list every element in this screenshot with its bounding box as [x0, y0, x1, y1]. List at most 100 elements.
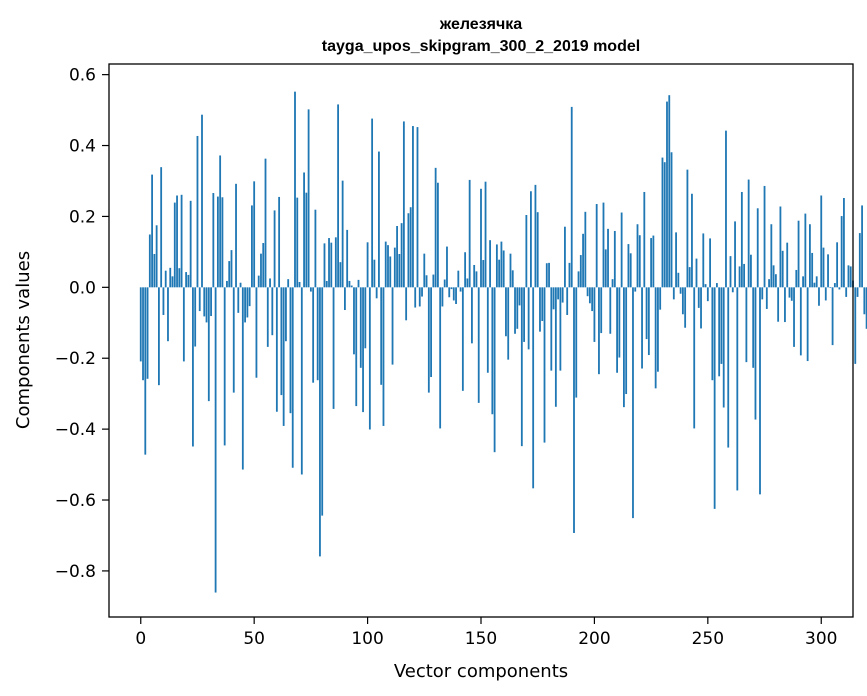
bar — [271, 287, 274, 336]
bar — [237, 287, 240, 313]
bar — [650, 238, 653, 288]
bar — [307, 109, 310, 288]
x-tick-label: 200 — [578, 629, 610, 649]
bar — [738, 266, 741, 288]
bar — [378, 151, 380, 288]
bar — [754, 287, 757, 420]
bar — [446, 246, 448, 288]
bar — [666, 101, 668, 288]
bar — [314, 209, 317, 288]
bar — [725, 130, 727, 288]
bar — [384, 241, 387, 288]
bar — [847, 265, 850, 288]
bar — [198, 287, 201, 312]
bar — [591, 287, 594, 312]
bar — [321, 287, 324, 516]
bar — [548, 262, 550, 288]
bar — [824, 287, 827, 301]
bar — [148, 234, 151, 288]
bar — [700, 287, 702, 329]
bar — [734, 221, 736, 288]
bar — [681, 287, 684, 315]
bar — [516, 287, 519, 329]
bar — [405, 287, 408, 321]
bar — [645, 287, 648, 340]
bar — [598, 287, 600, 375]
bar — [575, 287, 578, 398]
bar — [793, 287, 795, 347]
bar — [366, 242, 369, 288]
bar — [670, 152, 673, 288]
bar — [337, 104, 339, 288]
bar — [214, 287, 217, 593]
bar — [334, 237, 337, 288]
bar — [858, 233, 861, 288]
bar — [643, 191, 646, 288]
bar — [251, 205, 253, 288]
bar — [505, 287, 507, 337]
bar — [616, 287, 618, 373]
bar — [398, 254, 401, 288]
bar — [173, 202, 176, 288]
bar — [811, 252, 814, 288]
bar — [623, 287, 625, 408]
bar — [657, 287, 659, 372]
bar — [759, 287, 761, 495]
bar — [219, 155, 222, 288]
bar — [434, 167, 437, 288]
bar — [541, 287, 544, 322]
bar — [772, 265, 775, 288]
bar — [294, 91, 296, 288]
bar — [391, 287, 394, 365]
bar — [507, 287, 510, 360]
bar — [187, 274, 190, 288]
bar — [353, 287, 355, 355]
bar — [564, 226, 566, 288]
bar — [468, 179, 471, 288]
bar — [720, 287, 723, 364]
bar — [713, 287, 716, 509]
bar — [584, 211, 587, 288]
bar — [396, 226, 398, 288]
bar — [409, 207, 412, 288]
y-axis-ticks: −0.8 −0.6 −0.4 −0.2 0.0 0.2 0.4 0.6 — [55, 66, 109, 582]
bar — [303, 172, 305, 288]
bar — [638, 235, 641, 288]
bar — [455, 287, 457, 304]
bar — [774, 274, 777, 288]
bar — [373, 259, 376, 288]
bar — [466, 278, 469, 288]
bar — [421, 287, 423, 297]
bar — [182, 287, 185, 362]
bar — [820, 195, 823, 288]
bar — [784, 287, 786, 323]
bar — [205, 287, 208, 323]
bar — [192, 287, 194, 447]
bar — [339, 262, 342, 288]
bar — [264, 158, 267, 288]
bar — [471, 287, 473, 344]
bar — [155, 225, 158, 288]
bar — [711, 287, 714, 381]
bar — [341, 180, 344, 288]
bar — [232, 287, 235, 393]
bar — [241, 287, 244, 470]
bar — [743, 263, 746, 288]
bar — [362, 287, 364, 413]
bar — [831, 287, 834, 346]
bar — [325, 280, 328, 288]
y-tick-label: −0.8 — [55, 562, 96, 582]
bar — [482, 260, 485, 288]
bar — [779, 206, 782, 288]
bar — [289, 287, 292, 414]
y-tick-label: −0.6 — [55, 491, 96, 511]
bar — [818, 287, 820, 306]
bar — [346, 229, 349, 288]
bar — [248, 287, 251, 307]
bar — [382, 287, 385, 426]
bar — [178, 268, 181, 288]
bar — [625, 287, 628, 395]
bar — [189, 200, 192, 288]
bar — [441, 287, 444, 307]
bar — [618, 287, 621, 358]
